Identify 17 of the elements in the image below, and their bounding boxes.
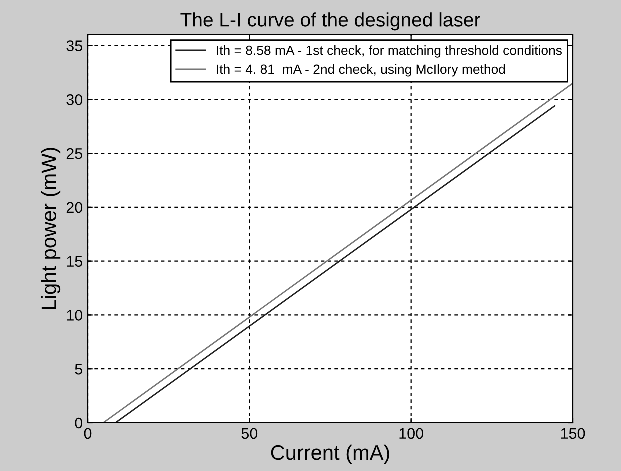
y-tick-label: 30 [66, 94, 83, 106]
chart-title: The L-I curve of the designed laser [180, 12, 480, 31]
x-tick-label: 50 [242, 428, 258, 440]
y-tick-label: 5 [75, 364, 82, 375]
y-tick-label: 25 [66, 148, 82, 160]
y-tick-label: 0 [75, 418, 83, 429]
y-axis-title: Light power (mW) [41, 148, 61, 310]
x-tick-label: 150 [561, 428, 586, 440]
y-tick-label: 15 [67, 256, 82, 268]
y-tick-label: 35 [66, 40, 82, 52]
x-tick-label: 0 [84, 428, 92, 440]
y-tick-label: 20 [66, 202, 83, 214]
legend-label: Ith = 8.58 mA - 1st check, for matching threshold conditions [217, 46, 562, 58]
x-axis-title: Current (mA) [271, 444, 390, 464]
legend-label: Ith = 4. 81 mA - 2nd check, using McIlory method [217, 64, 506, 77]
x-tick-label: 100 [400, 428, 424, 440]
y-tick-label: 10 [67, 310, 83, 321]
